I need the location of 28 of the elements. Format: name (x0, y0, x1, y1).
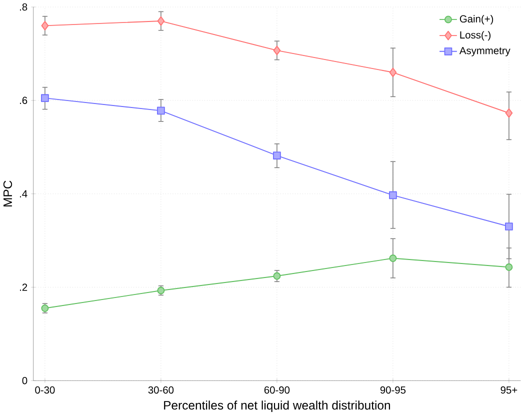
point (389, 67, 397, 77)
y-tick-label: .6 (20, 96, 28, 104)
point (389, 254, 397, 262)
point (273, 151, 281, 160)
point (41, 94, 49, 102)
y-tick-label: .8 (20, 3, 28, 10)
x-tick-label: 60-90 (264, 386, 290, 394)
x-tick-label: 95+ (500, 386, 518, 394)
legend-label: Asymmetry (459, 46, 510, 56)
point (273, 272, 281, 280)
point (505, 263, 513, 271)
legend-label: Loss(-) (460, 30, 490, 40)
point (505, 222, 513, 230)
x-tick-label: 30-60 (148, 386, 174, 394)
y-tick-label: 0 (22, 376, 28, 384)
point (41, 20, 49, 30)
y-tick-label: .2 (20, 283, 28, 291)
x-axis-title: Percentiles of net liquid wealth distribution (164, 400, 390, 412)
point (157, 16, 165, 26)
point (505, 108, 513, 118)
y-tick-label: .4 (20, 190, 28, 198)
point (273, 45, 281, 55)
point (157, 106, 165, 114)
legend-label: Gain(+) (460, 14, 494, 24)
x-tick-label: 0-30 (35, 386, 55, 394)
y-axis-title: MPC (3, 180, 12, 206)
point (389, 191, 397, 199)
x-tick-label: 90-95 (380, 386, 406, 394)
